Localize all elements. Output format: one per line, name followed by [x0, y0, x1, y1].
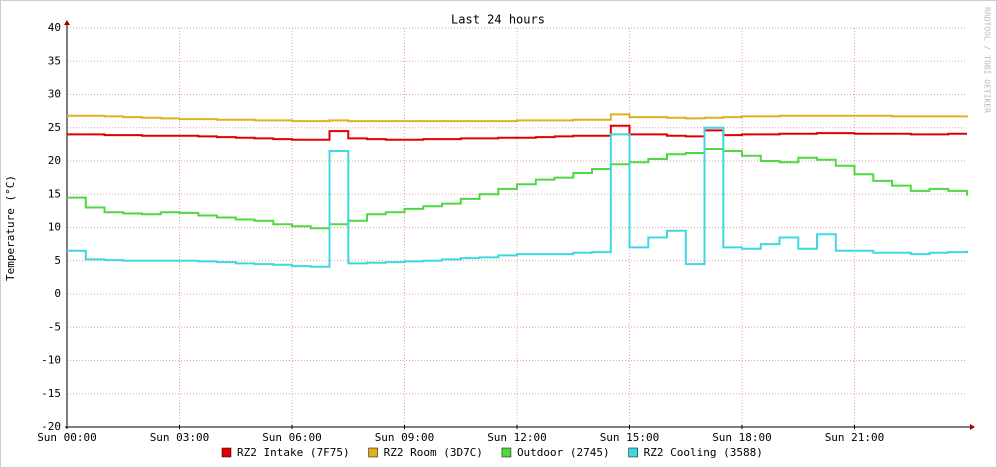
legend-label: RZ2 Intake (7F75): [237, 446, 350, 459]
y-tick-label: -15: [41, 387, 61, 400]
y-tick-label: -10: [41, 354, 61, 367]
legend-label: RZ2 Cooling (3588): [644, 446, 763, 459]
x-tick-label: Sun 06:00: [262, 431, 322, 444]
y-tick-label: 10: [48, 221, 61, 234]
chart-title: Last 24 hours: [451, 13, 545, 27]
series-line: [67, 148, 968, 230]
y-tick-label: -5: [48, 320, 61, 333]
legend-label: Outdoor (2745): [517, 446, 610, 459]
x-tick-label: Sun 00:00: [37, 431, 97, 444]
y-tick-label: 5: [54, 254, 61, 267]
x-tick-label: Sun 18:00: [712, 431, 772, 444]
x-tick-label: Sun 21:00: [825, 431, 885, 444]
legend-swatch: [628, 447, 638, 458]
legend-swatch: [221, 447, 232, 458]
y-tick-label: 15: [48, 187, 61, 200]
legend-swatch: [368, 447, 378, 458]
y-tick-label: 40: [48, 21, 61, 34]
y-tick-label: 35: [48, 54, 61, 67]
y-tick-label: 20: [48, 154, 61, 167]
y-tick-label: 0: [54, 287, 61, 300]
x-tick-label: Sun 15:00: [600, 431, 660, 444]
series-line: [67, 126, 968, 268]
y-arrow: [64, 20, 70, 25]
x-arrow: [970, 424, 975, 430]
x-tick-label: Sun 09:00: [375, 431, 435, 444]
x-tick-label: Sun 12:00: [487, 431, 547, 444]
legend-swatch: [501, 447, 512, 458]
legend-label: RZ2 Room (3D7C): [384, 446, 483, 459]
y-tick-label: 30: [48, 88, 61, 101]
y-tick-label: 25: [48, 121, 61, 134]
y-axis-label: Temperature (°C): [4, 175, 17, 281]
y-tick-label: -20: [41, 420, 61, 433]
x-tick-label: Sun 03:00: [150, 431, 210, 444]
series-line: [67, 124, 967, 141]
series-line: [67, 113, 968, 123]
watermark: RRDTOOL / TOBI OETIKER: [983, 7, 992, 113]
